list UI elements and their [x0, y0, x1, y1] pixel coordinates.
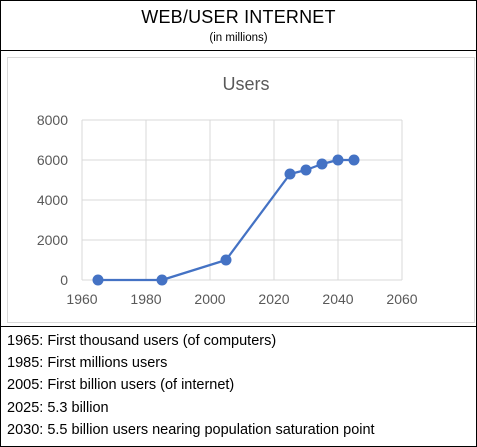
note-2030: 2030: 5.5 billion users nearing populati… — [7, 422, 375, 438]
x-tick-label-1980: 1980 — [130, 291, 161, 307]
note-1965: 1965: First thousand users (of computers… — [7, 333, 277, 349]
note-2025: 2025: 5.3 billion — [7, 400, 109, 416]
data-point-2045 — [348, 154, 360, 166]
data-point-2030 — [300, 164, 312, 176]
x-tick-label-2040: 2040 — [322, 291, 353, 307]
header: WEB/USER INTERNET (in millions) — [1, 1, 476, 51]
data-point-1985 — [156, 274, 168, 286]
data-point-2035 — [316, 158, 328, 170]
x-tick-label-1960: 1960 — [66, 291, 97, 307]
y-tick-label-4000: 4000 — [37, 192, 68, 208]
y-tick-label-6000: 6000 — [37, 152, 68, 168]
note-1985: 1985: First millions users — [7, 355, 168, 371]
chart-section: Users 0 2000 4000 6000 8000 1960 1980 2000 2020 20… — [1, 51, 476, 327]
note-2005: 2005: First billion users (of internet) — [7, 377, 235, 393]
chart-title: Users — [222, 74, 269, 94]
x-tick-label-2060: 2060 — [386, 291, 417, 307]
x-tick-label-2020: 2020 — [258, 291, 289, 307]
y-tick-label-2000: 2000 — [37, 232, 68, 248]
chart-container: Users 0 2000 4000 6000 8000 1960 1980 2000 2020 20… — [7, 57, 475, 323]
y-tick-label-0: 0 — [60, 272, 68, 288]
page-subtitle: (in millions) — [209, 32, 268, 44]
data-point-2025 — [284, 168, 296, 180]
notes-list: 1965: First thousand users (of computers… — [1, 327, 476, 446]
users-line-chart: Users 0 2000 4000 6000 8000 1960 1980 2000 2020 20… — [37, 74, 418, 307]
page-title: WEB/USER INTERNET — [141, 7, 336, 27]
y-tick-label-8000: 8000 — [37, 112, 68, 128]
x-tick-label-2000: 2000 — [194, 291, 225, 307]
data-point-1965 — [92, 274, 104, 286]
data-point-2040 — [332, 154, 344, 166]
data-point-2005 — [220, 254, 232, 266]
